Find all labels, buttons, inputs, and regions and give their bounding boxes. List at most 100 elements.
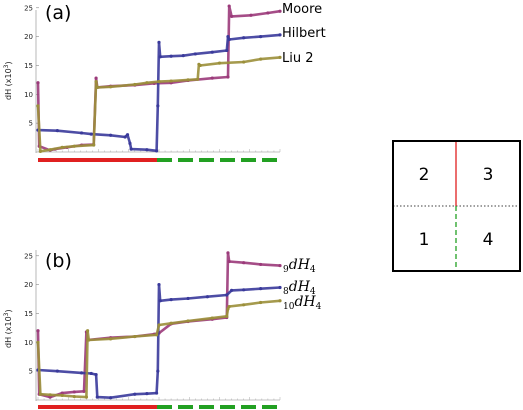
data-point [109, 337, 113, 341]
data-point [133, 82, 137, 87]
y-tick-label: 20 [24, 33, 33, 41]
data-point [259, 57, 263, 61]
data-point [48, 395, 52, 399]
data-point [55, 369, 59, 373]
data-point [36, 329, 40, 333]
series-group [36, 251, 282, 400]
data-point [123, 135, 127, 139]
data-point [226, 251, 230, 255]
data-point [157, 323, 161, 327]
quadrant-label-4: 4 [483, 230, 494, 250]
y-ticks: 5 10 15 20 25 [24, 252, 281, 400]
data-point [230, 14, 234, 19]
data-point [158, 55, 162, 59]
data-point [128, 141, 132, 145]
y-tick-label: 10 [24, 339, 33, 347]
data-point [181, 54, 185, 58]
data-point [278, 33, 282, 37]
series-line-hilbert [37, 33, 281, 153]
y-tick-label: 5 [29, 120, 33, 128]
data-point [154, 391, 159, 395]
data-point [109, 396, 113, 400]
data-point [226, 35, 230, 39]
data-point [278, 55, 282, 59]
data-point [196, 77, 200, 81]
data-point [156, 369, 160, 373]
data-point [94, 373, 98, 377]
data-point [210, 76, 214, 80]
y-tick-label: 20 [24, 281, 33, 289]
data-point [133, 334, 137, 339]
data-point [278, 285, 282, 290]
quadrant-label-2: 2 [419, 165, 430, 185]
data-point [72, 390, 76, 394]
data-point [89, 371, 93, 376]
panel-label: (b) [45, 250, 72, 272]
y-tick-label: 5 [29, 368, 33, 376]
data-point [242, 303, 246, 307]
legend-10dh4: 10dH4 [283, 294, 322, 312]
data-point [82, 389, 86, 393]
data-point [259, 262, 263, 267]
data-point [198, 63, 202, 68]
data-point [227, 304, 231, 309]
data-point [72, 144, 76, 148]
legend-8dh4: 8dH4 [283, 279, 316, 297]
data-point [157, 80, 161, 84]
data-point [227, 37, 231, 42]
data-point [169, 79, 173, 83]
panel-label: (a) [45, 2, 71, 24]
y-tick-label: 15 [24, 62, 33, 70]
data-point [36, 104, 40, 108]
data-point [133, 392, 137, 396]
data-point [156, 104, 160, 108]
legend-9dh4: 9dH4 [283, 257, 316, 275]
data-point [145, 81, 149, 85]
data-point [210, 316, 214, 320]
data-point [60, 393, 64, 397]
data-point [158, 299, 162, 303]
y-tick-label: 10 [24, 91, 33, 99]
series-group [36, 4, 282, 154]
data-point [226, 75, 230, 79]
data-point [225, 48, 229, 53]
data-point [94, 80, 98, 84]
data-point [87, 338, 91, 342]
data-point [227, 4, 231, 8]
data-point [169, 298, 173, 302]
data-point [38, 392, 43, 396]
data-point [259, 35, 263, 39]
data-point [109, 85, 113, 89]
data-point [157, 283, 161, 287]
y-axis-label: dH (x103) [3, 309, 13, 348]
data-point [186, 78, 190, 82]
data-point [36, 340, 40, 344]
data-point [125, 133, 130, 137]
data-point [259, 300, 263, 305]
quadrant-label-1: 1 [419, 230, 430, 250]
data-point [230, 288, 234, 292]
data-point [38, 149, 43, 154]
data-point [227, 259, 231, 264]
data-point [154, 149, 159, 153]
data-point [94, 76, 98, 80]
data-point [79, 371, 84, 375]
data-point [95, 85, 99, 89]
data-point [278, 9, 282, 13]
data-point [86, 329, 90, 333]
data-point [84, 395, 88, 399]
data-point [48, 148, 52, 152]
data-point [242, 261, 246, 265]
data-point [169, 321, 173, 325]
data-point [36, 81, 40, 85]
data-point [205, 295, 209, 299]
legend-moore: Moore [282, 2, 322, 17]
quadrant-diagram: 2 3 1 4 [392, 140, 521, 272]
data-point [55, 129, 59, 133]
quadrant-label-3: 3 [483, 165, 494, 185]
data-point [154, 333, 159, 337]
data-point [109, 133, 113, 137]
data-point [72, 394, 76, 399]
data-point [242, 36, 246, 40]
